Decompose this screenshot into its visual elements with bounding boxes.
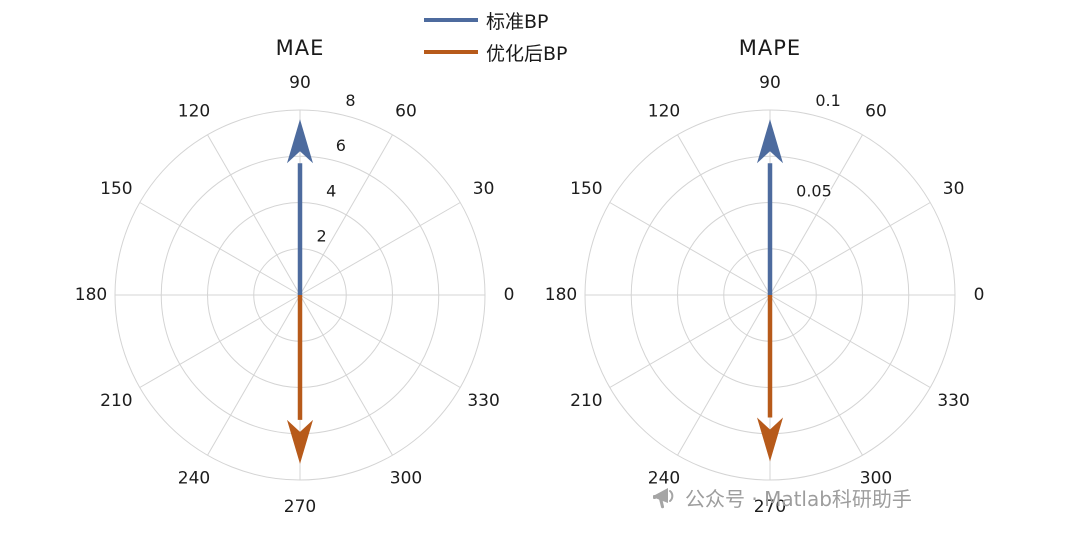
legend-label-optimized-bp: 优化后BP [486,42,568,65]
svg-text:180: 180 [545,285,577,305]
svg-text:300: 300 [860,469,892,489]
svg-text:270: 270 [754,497,786,517]
svg-text:210: 210 [570,391,602,411]
svg-text:60: 60 [395,101,417,121]
svg-text:270: 270 [284,497,316,517]
legend-line-standard-bp [424,18,478,22]
polar-chart-mae: 0 30 60 90 120 150 180 210 240 270 300 330 2 4 6 8 [75,73,515,517]
legend: 标准BP 优化后BP [424,8,568,65]
svg-text:150: 150 [570,179,602,199]
svg-text:300: 300 [390,469,422,489]
svg-text:90: 90 [289,73,311,93]
chart-title-mae: MAE [275,36,325,60]
svg-text:240: 240 [648,469,680,489]
legend-item-standard-bp: 标准BP [424,8,568,33]
svg-text:4: 4 [326,181,336,200]
polar-chart-mape: 0 30 60 90 120 150 180 210 240 270 300 330 0.05 0.1 [545,73,985,517]
svg-text:6: 6 [336,136,346,155]
svg-text:90: 90 [759,73,781,93]
chart-title-mape: MAPE [738,36,802,60]
svg-text:330: 330 [937,391,969,411]
svg-text:120: 120 [178,101,210,121]
svg-text:150: 150 [100,179,132,199]
svg-text:30: 30 [943,179,965,199]
svg-text:120: 120 [648,101,680,121]
watermark-text: 公众号 · Matlab科研助手 [685,487,912,511]
svg-text:0.1: 0.1 [815,91,840,110]
svg-text:180: 180 [75,285,107,305]
svg-text:0: 0 [974,285,985,305]
svg-text:0: 0 [504,285,515,305]
svg-text:2: 2 [317,227,327,246]
svg-text:330: 330 [467,391,499,411]
svg-text:8: 8 [345,91,355,110]
svg-text:30: 30 [473,179,495,199]
megaphone-icon [652,486,678,510]
watermark: 公众号 · Matlab科研助手 [652,483,912,512]
svg-text:0.05: 0.05 [796,181,832,200]
svg-text:240: 240 [178,469,210,489]
legend-label-standard-bp: 标准BP [486,10,549,33]
legend-line-optimized-bp [424,50,478,54]
legend-item-optimized-bp: 优化后BP [424,40,568,65]
svg-text:60: 60 [865,101,887,121]
svg-text:210: 210 [100,391,132,411]
